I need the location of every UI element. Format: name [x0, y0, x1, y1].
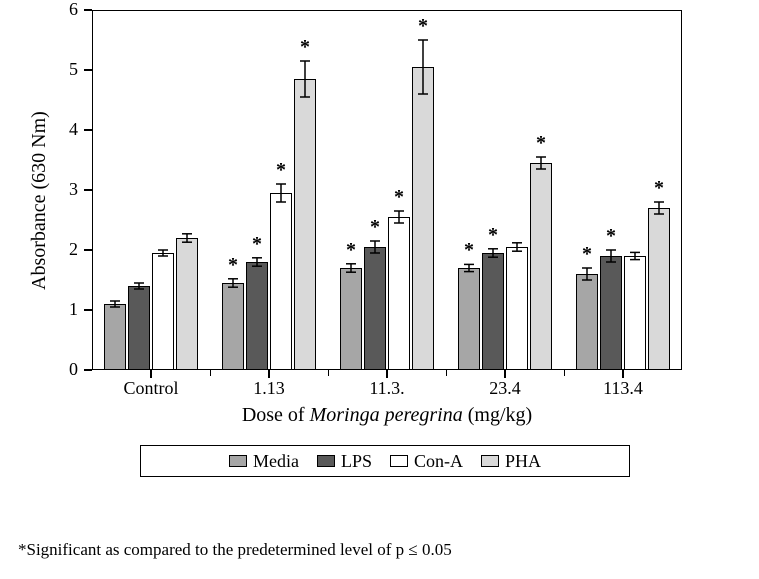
- y-tick: [84, 9, 92, 11]
- y-axis-label: Absorbance (630 Nm): [28, 111, 51, 290]
- bar: [128, 286, 150, 370]
- legend: Media LPS Con-A PHA: [140, 445, 630, 477]
- bar: [294, 79, 316, 370]
- x-subtick: [564, 370, 565, 376]
- bar: [576, 274, 598, 370]
- bar: [104, 304, 126, 370]
- significance-marker: *: [252, 233, 262, 256]
- x-tick-label: 1.13: [253, 378, 285, 399]
- significance-marker: *: [394, 186, 404, 209]
- bar: [152, 253, 174, 370]
- x-axis-label: Dose of Moringa peregrina (mg/kg): [92, 404, 682, 427]
- y-tick: [84, 309, 92, 311]
- legend-item: LPS: [317, 451, 372, 472]
- x-tick-label: 11.3.: [369, 378, 404, 399]
- significance-marker: *: [464, 239, 474, 262]
- bar: [388, 217, 410, 370]
- bar: [624, 256, 646, 370]
- x-tick: [150, 370, 152, 378]
- significance-marker: *: [654, 177, 664, 200]
- legend-swatch: [229, 455, 247, 467]
- x-label-part: (mg/kg): [463, 404, 532, 426]
- x-tick: [504, 370, 506, 378]
- legend-swatch: [390, 455, 408, 467]
- x-tick-label: Control: [123, 378, 178, 399]
- y-tick-label: 2: [56, 239, 78, 260]
- legend-swatch: [481, 455, 499, 467]
- significance-marker: *: [228, 254, 238, 277]
- bar: [482, 253, 504, 370]
- bar: [648, 208, 670, 370]
- x-subtick: [446, 370, 447, 376]
- bar: [600, 256, 622, 370]
- y-tick-label: 6: [56, 0, 78, 20]
- legend-swatch: [317, 455, 335, 467]
- legend-label: PHA: [505, 451, 541, 472]
- significance-marker: *: [276, 159, 286, 182]
- x-tick: [622, 370, 624, 378]
- y-tick: [84, 129, 92, 131]
- footnote: *Significant as compared to the predeter…: [18, 540, 452, 560]
- significance-marker: *: [488, 224, 498, 247]
- x-subtick: [328, 370, 329, 376]
- bar: [270, 193, 292, 370]
- y-tick: [84, 249, 92, 251]
- y-tick: [84, 189, 92, 191]
- x-tick-label: 113.4: [603, 378, 643, 399]
- significance-marker: *: [300, 36, 310, 59]
- x-tick: [268, 370, 270, 378]
- legend-label: LPS: [341, 451, 372, 472]
- x-label-part: Dose of: [242, 404, 310, 426]
- bar: [364, 247, 386, 370]
- significance-marker: *: [606, 225, 616, 248]
- y-tick-label: 3: [56, 179, 78, 200]
- bar: [530, 163, 552, 370]
- x-tick-label: 23.4: [489, 378, 521, 399]
- y-tick-label: 5: [56, 59, 78, 80]
- significance-marker: *: [582, 243, 592, 266]
- bar: [222, 283, 244, 370]
- bar: [506, 247, 528, 370]
- y-tick-label: 4: [56, 119, 78, 140]
- x-subtick: [210, 370, 211, 376]
- legend-item: Media: [229, 451, 299, 472]
- y-tick-label: 1: [56, 299, 78, 320]
- bar: [458, 268, 480, 370]
- y-tick-label: 0: [56, 359, 78, 380]
- legend-label: Media: [253, 451, 299, 472]
- y-tick: [84, 69, 92, 71]
- significance-marker: *: [346, 239, 356, 262]
- legend-item: PHA: [481, 451, 541, 472]
- bar: [340, 268, 362, 370]
- bar: [246, 262, 268, 370]
- x-tick: [386, 370, 388, 378]
- bar: [176, 238, 198, 370]
- significance-marker: *: [536, 132, 546, 155]
- legend-item: Con-A: [390, 451, 463, 472]
- bar: [412, 67, 434, 370]
- legend-label: Con-A: [414, 451, 463, 472]
- significance-marker: *: [418, 15, 428, 38]
- x-label-italic: Moringa peregrina: [310, 404, 463, 426]
- significance-marker: *: [370, 216, 380, 239]
- y-tick: [84, 369, 92, 371]
